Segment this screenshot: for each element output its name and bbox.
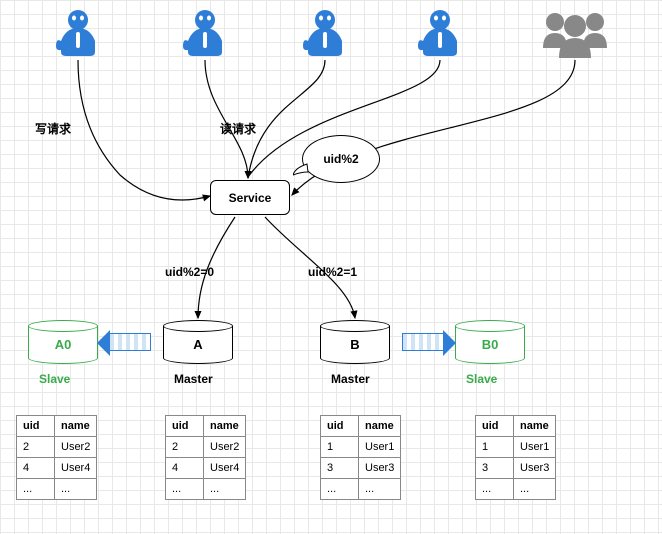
replication-arrow-left <box>109 333 151 351</box>
user-icon <box>415 8 465 58</box>
table-row: ...... <box>321 479 401 500</box>
table-cell: 3 <box>321 458 359 479</box>
connector-line <box>78 60 210 200</box>
table-row: 2User2 <box>17 437 97 458</box>
data-table: uidname2User24User4...... <box>16 415 97 500</box>
table-cell: ... <box>321 479 359 500</box>
table-cell: ... <box>17 479 55 500</box>
table-row: 4User4 <box>166 458 246 479</box>
table-cell: 1 <box>476 437 514 458</box>
database-role-label: Slave <box>466 372 497 386</box>
database-role-label: Master <box>331 372 370 386</box>
write-request-label: 写请求 <box>35 120 71 137</box>
user-icon <box>180 8 230 58</box>
table-header: uid <box>321 416 359 437</box>
replication-arrow-right <box>402 333 444 351</box>
user-icon <box>53 8 103 58</box>
table-cell: ... <box>55 479 97 500</box>
user-icon <box>300 8 350 58</box>
table-row: 1User1 <box>476 437 556 458</box>
uid-odd-label: uid%2=1 <box>308 265 357 279</box>
service-node: Service <box>210 180 290 215</box>
table-cell: 3 <box>476 458 514 479</box>
database-A: A <box>163 320 233 364</box>
table-cell: ... <box>204 479 246 500</box>
table-cell: 4 <box>166 458 204 479</box>
table-cell: User2 <box>55 437 97 458</box>
database-role-label: Slave <box>39 372 70 386</box>
bubble-tail-icon <box>293 162 309 176</box>
database-B0: B0 <box>455 320 525 364</box>
table-cell: User3 <box>514 458 556 479</box>
table-cell: User1 <box>514 437 556 458</box>
table-cell: User2 <box>204 437 246 458</box>
table-cell: ... <box>476 479 514 500</box>
bubble-label: uid%2 <box>323 152 358 166</box>
table-cell: 4 <box>17 458 55 479</box>
database-role-label: Master <box>174 372 213 386</box>
table-row: 3User3 <box>321 458 401 479</box>
table-header: name <box>514 416 556 437</box>
table-cell: 2 <box>166 437 204 458</box>
table-row: 4User4 <box>17 458 97 479</box>
table-cell: User4 <box>204 458 246 479</box>
uid-mod-bubble: uid%2 <box>302 135 380 183</box>
table-row: 2User2 <box>166 437 246 458</box>
table-header: name <box>204 416 246 437</box>
database-A0: A0 <box>28 320 98 364</box>
users-group-icon <box>535 8 615 63</box>
table-cell: ... <box>514 479 556 500</box>
table-header: uid <box>476 416 514 437</box>
table-cell: ... <box>359 479 401 500</box>
connector-line <box>205 60 248 178</box>
uid-even-label: uid%2=0 <box>165 265 214 279</box>
read-request-label: 读请求 <box>220 120 256 137</box>
table-row: 1User1 <box>321 437 401 458</box>
database-B: B <box>320 320 390 364</box>
table-row: 3User3 <box>476 458 556 479</box>
table-cell: ... <box>166 479 204 500</box>
table-header: name <box>359 416 401 437</box>
table-row: ...... <box>166 479 246 500</box>
table-row: ...... <box>476 479 556 500</box>
table-header: uid <box>17 416 55 437</box>
data-table: uidname1User13User3...... <box>475 415 556 500</box>
data-table: uidname1User13User3...... <box>320 415 401 500</box>
data-table: uidname2User24User4...... <box>165 415 246 500</box>
table-row: ...... <box>17 479 97 500</box>
table-cell: 2 <box>17 437 55 458</box>
table-cell: User1 <box>359 437 401 458</box>
table-cell: User4 <box>55 458 97 479</box>
table-header: name <box>55 416 97 437</box>
table-cell: User3 <box>359 458 401 479</box>
table-cell: 1 <box>321 437 359 458</box>
table-header: uid <box>166 416 204 437</box>
service-label: Service <box>229 191 272 205</box>
